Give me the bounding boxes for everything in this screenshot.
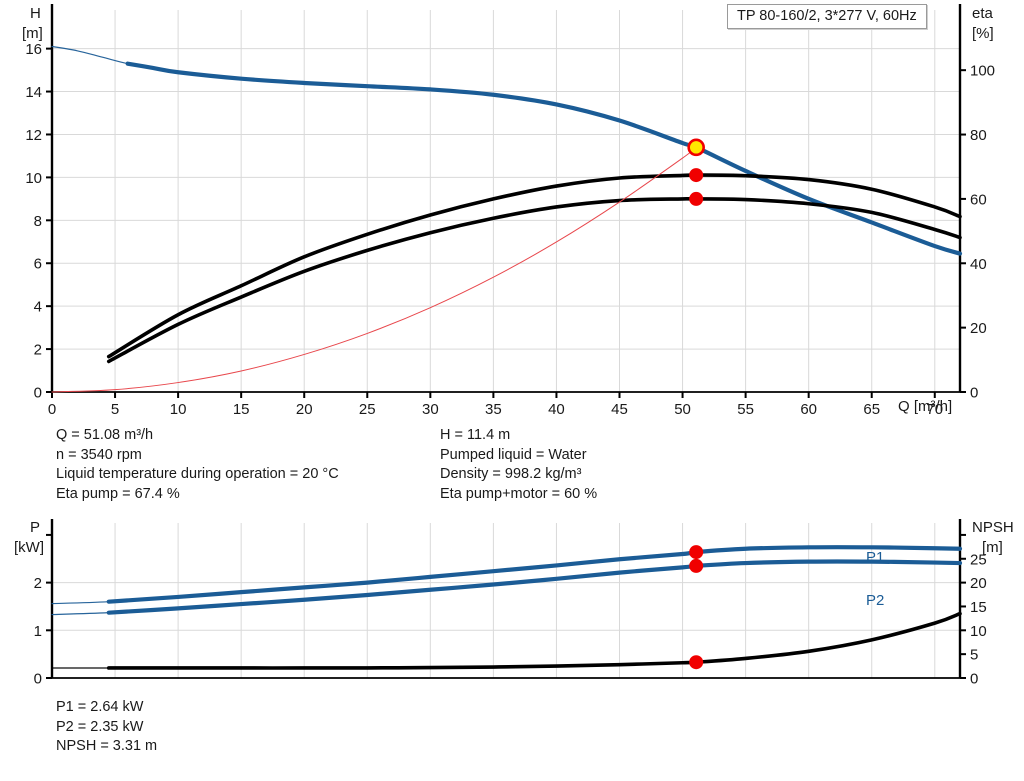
power-npsh-chart: 0 1 2 0 5 10 15 20 25 P [kW] NPSH [m] P1 P2: [0, 515, 1024, 695]
y2-axis-tick-label: 20: [970, 575, 987, 592]
y-axis-tick-label: 0: [34, 671, 42, 688]
q-axis-title: Q [m³/h]: [898, 398, 952, 415]
x-axis-tick-label: 50: [674, 401, 691, 418]
y-axis-tick-label: 16: [25, 41, 42, 58]
curve-system-system-curve: [51, 146, 697, 393]
y2-axis-tick-label: 10: [970, 623, 987, 640]
x-axis-tick-label: 30: [422, 401, 439, 418]
x-axis-tick-label: 15: [233, 401, 250, 418]
y2-axis-tick-label: 80: [970, 127, 987, 144]
curve-eta-pump: [106, 173, 962, 359]
y2-axis-tick-label: 25: [970, 551, 987, 568]
duty-info-right: H = 11.4 m Pumped liquid = Water Density…: [440, 426, 597, 504]
duty-point-p1[interactable]: [689, 545, 704, 560]
y-axis-tick-label: 12: [25, 127, 42, 144]
pump-model-title-box: TP 80-160/2, 3*277 V, 60Hz: [727, 4, 927, 29]
npsh-axis-title-line2: [m]: [982, 539, 1003, 556]
p-axis-title-line2: [kW]: [14, 539, 44, 556]
top-chart-tick-labels: 0 2 4 6 8 10 12 14 16 0 20 40 60 80 100 0 5 10 15 20 25 30 35 4…: [25, 41, 995, 418]
info-right-line-4: Eta pump+motor = 60 %: [440, 485, 598, 502]
x-axis-tick-label: 25: [359, 401, 376, 418]
duty-point-npsh[interactable]: [689, 655, 704, 670]
curve-p1: [106, 545, 963, 604]
duty-info-left: Q = 51.08 m³/h n = 3540 rpm Liquid tempe…: [56, 426, 339, 504]
x-axis-tick-label: 55: [737, 401, 754, 418]
curve-thin-h-head-: [51, 45, 961, 255]
y2-axis-tick-label: 5: [970, 647, 978, 664]
y-axis-tick-label: 2: [34, 575, 42, 592]
bottom-chart-duty-markers[interactable]: [689, 545, 704, 670]
curve-npsh: [106, 611, 962, 670]
x-axis-tick-label: 5: [111, 401, 119, 418]
info-bottom-line-3: NPSH = 3.31 m: [56, 738, 158, 755]
y2-axis-tick-label: 40: [970, 256, 987, 273]
y2-axis-tick-label: 100: [970, 63, 995, 80]
curve-thin-npsh: [51, 613, 961, 669]
x-axis-tick-label: 35: [485, 401, 502, 418]
duty-point-head[interactable]: [687, 138, 705, 157]
duty-point-eta-total[interactable]: [689, 191, 704, 206]
x-axis-tick-label: 65: [863, 401, 880, 418]
eta-axis-title-line2: [%]: [972, 25, 994, 42]
duty-info-bottom: P1 = 2.64 kW P2 = 2.35 kW NPSH = 3.31 m: [56, 698, 157, 757]
p-axis-title-line1: P: [30, 519, 40, 536]
y-axis-tick-label: 6: [34, 256, 42, 273]
p1-series-label: P1: [866, 549, 884, 566]
h-axis-title-line1: H: [30, 5, 41, 22]
curve-eta-pump-motor: [106, 196, 962, 364]
top-chart-duty-markers[interactable]: [687, 138, 705, 206]
x-axis-tick-label: 45: [611, 401, 628, 418]
p2-series-label: P2: [866, 592, 884, 609]
info-bottom-line-1: P1 = 2.64 kW: [56, 699, 144, 715]
y-axis-tick-label: 14: [25, 84, 42, 101]
curve-thin-eta-pump-motor: [108, 198, 961, 363]
y2-axis-tick-label: 60: [970, 191, 987, 208]
y2-axis-tick-label: 20: [970, 320, 987, 337]
top-chart-curves: [51, 45, 963, 393]
eta-axis-title-line1: eta: [972, 5, 994, 22]
y-axis-tick-label: 0: [34, 385, 42, 402]
head-eta-chart-svg: 0 2 4 6 8 10 12 14 16 0 20 40 60 80 100 0 5 10 15 20 25 30 35 4…: [22, 4, 995, 418]
curve-thin-eta-pump: [108, 174, 961, 358]
y-axis-tick-label: 8: [34, 213, 42, 230]
pump-model-title: TP 80-160/2, 3*277 V, 60Hz: [737, 8, 917, 24]
top-chart-gridlines: [52, 10, 960, 392]
y-axis-tick-label: 1: [34, 623, 42, 640]
info-left-line-2: n = 3540 rpm: [56, 446, 142, 463]
info-bottom-line-2: P2 = 2.35 kW: [56, 718, 144, 735]
x-axis-tick-label: 70: [926, 401, 943, 418]
y-axis-tick-label: 2: [34, 342, 42, 359]
y-axis-tick-label: 4: [34, 299, 42, 316]
x-axis-tick-label: 20: [296, 401, 313, 418]
x-axis-tick-label: 40: [548, 401, 565, 418]
head-eta-chart: 0 2 4 6 8 10 12 14 16 0 20 40 60 80 100 0 5 10 15 20 25 30 35 4…: [22, 4, 995, 418]
info-left-line-1: Q = 51.08 m³/h: [56, 427, 154, 443]
x-axis-tick-label: 60: [800, 401, 817, 418]
bottom-chart-curves: [51, 545, 963, 670]
y2-axis-tick-label: 0: [970, 671, 978, 688]
duty-point-p2[interactable]: [689, 558, 704, 573]
info-right-line-2: Pumped liquid = Water: [440, 446, 587, 463]
x-axis-tick-label: 0: [48, 401, 56, 418]
y2-axis-tick-label: 0: [970, 385, 978, 402]
y2-axis-tick-label: 15: [970, 599, 987, 616]
duty-point-eta-pump[interactable]: [689, 168, 704, 183]
info-right-line-1: H = 11.4 m: [440, 427, 511, 443]
info-left-line-4: Eta pump = 67.4 %: [56, 485, 180, 502]
info-right-line-3: Density = 998.2 kg/m³: [440, 466, 582, 483]
h-axis-title-line2: [m]: [22, 25, 43, 42]
bottom-chart-axes: [46, 519, 966, 679]
y-axis-tick-label: 10: [25, 170, 42, 187]
x-axis-tick-label: 10: [170, 401, 187, 418]
curve-h-head-: [125, 61, 963, 256]
info-left-line-3: Liquid temperature during operation = 20…: [56, 466, 339, 483]
curve-p2: [106, 559, 963, 615]
top-chart-axes: [46, 4, 966, 398]
npsh-axis-title-line1: NPSH: [972, 519, 1014, 536]
